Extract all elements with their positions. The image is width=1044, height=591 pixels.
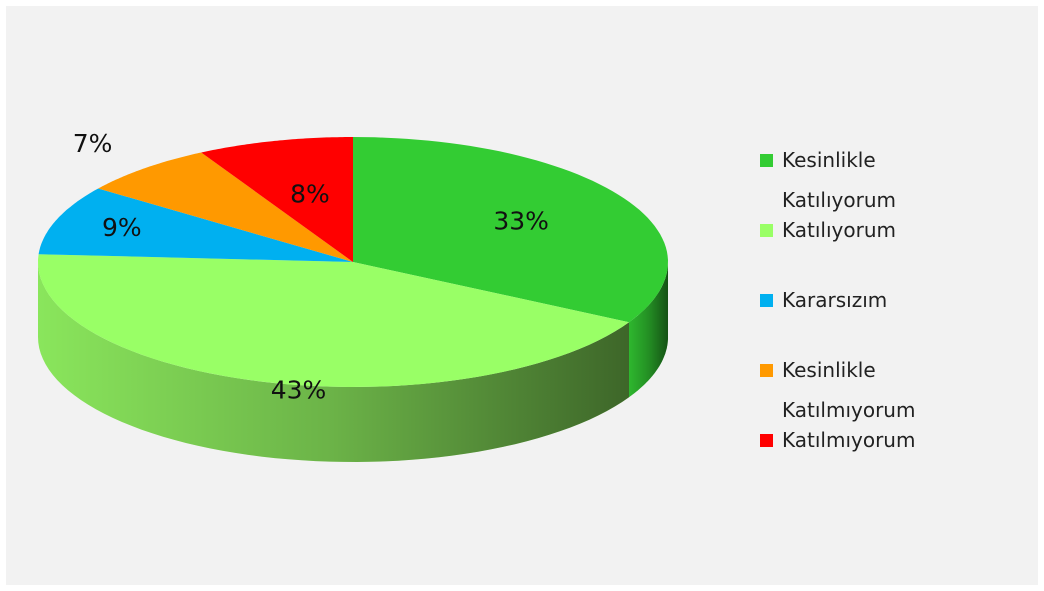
legend-item: Kesinlikle Katılmıyorum — [760, 350, 950, 430]
data-label: 7% — [73, 129, 113, 158]
legend-swatch — [760, 224, 773, 237]
legend-swatch — [760, 294, 773, 307]
pie-slice — [38, 188, 353, 262]
side-shade — [629, 262, 668, 398]
data-label: 9% — [102, 213, 142, 242]
legend-swatch — [760, 154, 773, 167]
data-label: 43% — [271, 375, 327, 404]
legend-label: Katılmıyorum — [782, 428, 916, 452]
legend-item: Kararsızım — [760, 280, 950, 320]
legend-item: Katılıyorum — [760, 210, 950, 250]
data-label: 8% — [290, 179, 330, 208]
legend-swatch — [760, 364, 773, 377]
legend-item: Katılmıyorum — [760, 420, 950, 460]
pie-slice — [38, 254, 629, 387]
legend-label: Kesinlikle Katılmıyorum — [782, 358, 916, 422]
legend-item: Kesinlikle Katılıyorum — [760, 140, 950, 220]
pie-slice — [353, 137, 668, 323]
legend-label: Kesinlikle Katılıyorum — [782, 148, 896, 212]
data-label: 33% — [493, 207, 549, 236]
pie-slice — [98, 152, 353, 262]
pie-slice — [201, 137, 353, 262]
legend-label: Katılıyorum — [782, 218, 896, 242]
side-shade — [38, 262, 629, 462]
legend-label: Kararsızım — [782, 288, 888, 312]
legend-swatch — [760, 434, 773, 447]
